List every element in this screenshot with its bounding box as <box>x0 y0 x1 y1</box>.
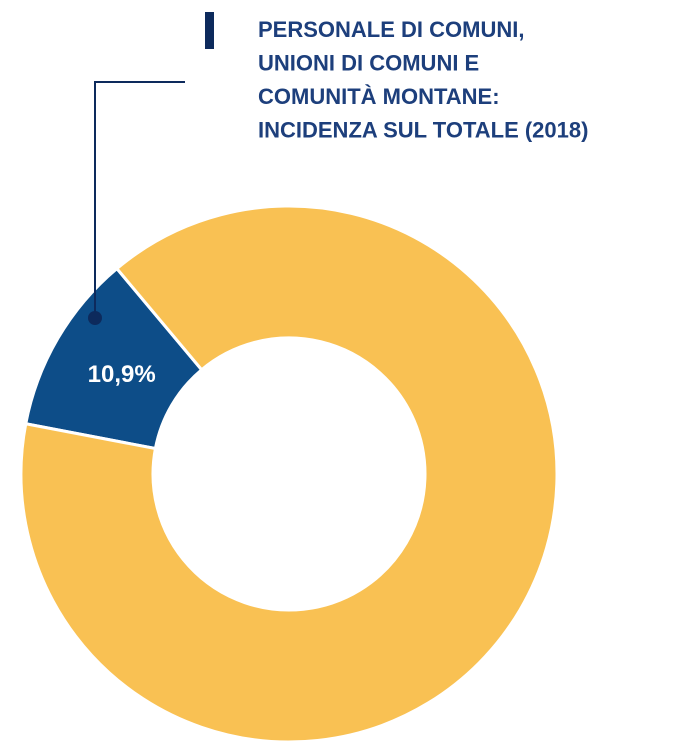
value-label: 10,9% <box>88 361 156 388</box>
chart-title: PERSONALE DI COMUNI, UNIONI DI COMUNI E CO… <box>258 17 588 143</box>
title-line: COMUNITÀ MONTANE: <box>258 84 500 109</box>
title-line: PERSONALE DI COMUNI, <box>258 17 524 42</box>
leader-line <box>94 81 185 316</box>
donut-slice <box>19 204 559 741</box>
title-bar <box>205 12 214 49</box>
title-line: INCIDENZA SUL TOTALE (2018) <box>258 117 588 142</box>
title-line: UNIONI DI COMUNI E <box>258 50 479 75</box>
donut <box>19 204 559 741</box>
leader-dot <box>88 311 102 325</box>
